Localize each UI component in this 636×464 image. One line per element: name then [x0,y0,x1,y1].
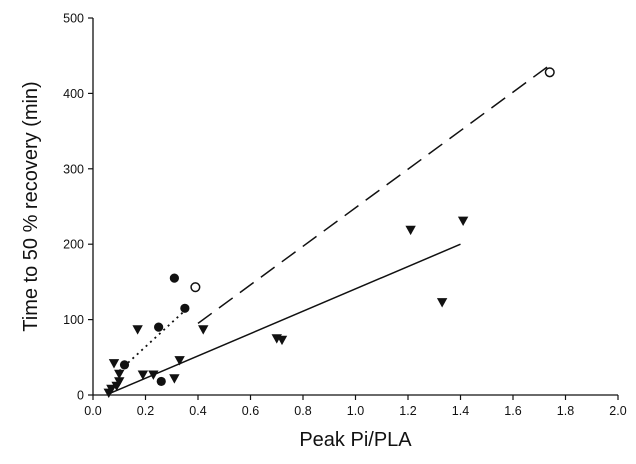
y-tick-label: 200 [63,238,84,252]
x-tick-label: 1.0 [347,404,364,418]
y-tick-label: 500 [63,12,84,26]
open-circle-point [544,67,555,78]
filled-circle-point [119,360,130,370]
y-tick-label: 0 [77,389,84,403]
triangle-point [137,370,149,380]
triangle-point [132,325,143,335]
solid-fit-line [111,243,461,394]
filled-circle-point [169,273,179,283]
open-circle-point [190,282,201,293]
y-tick-label: 100 [63,313,84,327]
data-points [103,67,555,398]
triangle-point [436,298,448,308]
chart-ticks: 0.0 0.2 0.4 0.6 0.8 1.0 1.2 1.4 1.6 1.8 2.0 0 100 200… [63,12,627,419]
triangle-point [108,359,120,369]
triangle-point [405,225,416,236]
y-tick-label: 300 [63,162,84,176]
x-tick-label: 0.8 [294,404,311,418]
x-tick-label: 0.4 [189,404,206,418]
filled-circle-point [156,376,166,387]
filled-circle-point [154,322,164,332]
triangle-point [106,384,117,395]
x-tick-label: 1.8 [557,404,574,418]
triangle-point [114,377,125,387]
triangle-point [148,370,159,380]
x-tick-label: 2.0 [609,404,626,418]
chart-axes [92,18,618,396]
dotted-fit-line [118,309,186,372]
x-tick-label: 1.2 [399,404,416,418]
y-tick-label: 400 [63,87,84,101]
triangle-point [276,335,288,346]
triangle-point [198,325,209,335]
triangle-point [174,356,185,366]
triangle-point [457,216,469,227]
x-tick-label: 0.0 [84,404,101,418]
x-tick-label: 0.2 [137,404,154,418]
x-tick-label: 1.6 [504,404,521,418]
x-axis-title: Peak Pi/PLA [299,429,412,451]
triangle-point [114,369,125,380]
y-axis-title: Time to 50 % recovery (min) [20,81,42,331]
filled-circle-point [180,303,190,313]
x-tick-label: 0.6 [242,404,259,418]
dashed-fit-line [197,62,553,324]
x-tick-label: 1.4 [452,404,469,418]
fit-lines [111,62,553,394]
triangle-point [169,374,180,384]
